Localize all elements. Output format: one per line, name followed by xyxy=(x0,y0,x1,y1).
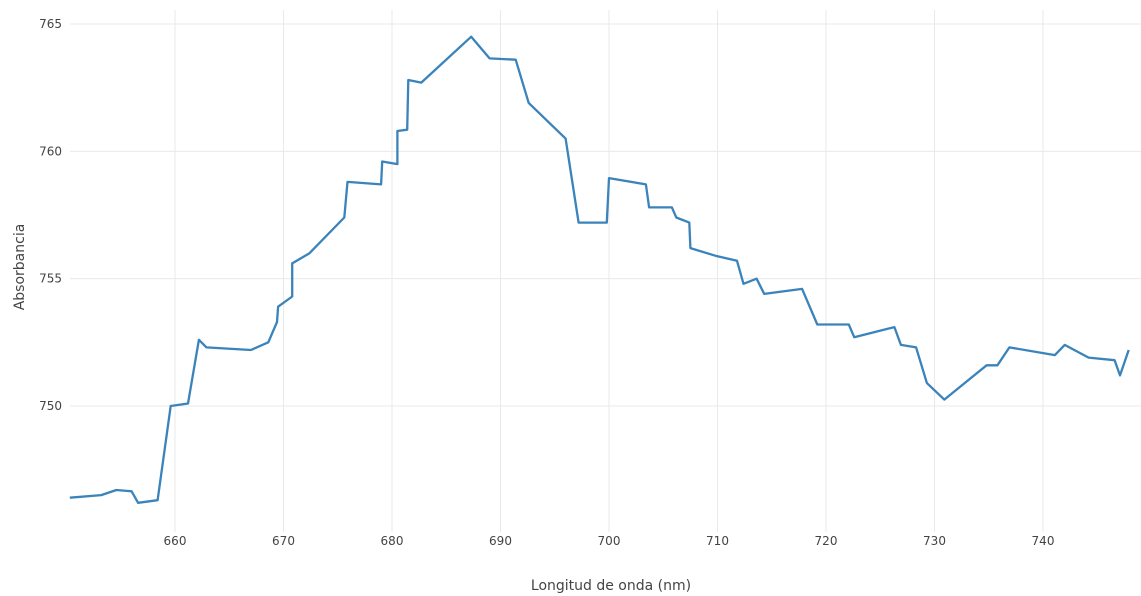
series-layer xyxy=(69,35,1130,504)
x-tick-label: 740 xyxy=(1032,534,1055,548)
x-tick-label: 660 xyxy=(164,534,187,548)
x-tick-label: 710 xyxy=(706,534,729,548)
x-axis-ticks: 660 670 680 690 700 710 720 730 740 xyxy=(164,534,1055,548)
y-tick-label: 750 xyxy=(39,399,62,413)
x-tick-label: 670 xyxy=(272,534,295,548)
grid-lines xyxy=(70,10,1141,532)
x-tick-label: 680 xyxy=(381,534,404,548)
x-axis-title: Longitud de onda (nm) xyxy=(531,578,691,594)
x-tick-label: 730 xyxy=(923,534,946,548)
y-tick-label: 755 xyxy=(39,272,62,286)
x-tick-label: 700 xyxy=(598,534,621,548)
y-tick-label: 765 xyxy=(39,17,62,31)
y-axis-ticks: 750 755 760 765 xyxy=(39,17,62,413)
y-tick-label: 760 xyxy=(39,144,62,158)
series-line xyxy=(69,35,1130,504)
x-tick-label: 720 xyxy=(815,534,838,548)
y-axis-title: Absorbancia xyxy=(12,224,28,311)
x-tick-label: 690 xyxy=(489,534,512,548)
